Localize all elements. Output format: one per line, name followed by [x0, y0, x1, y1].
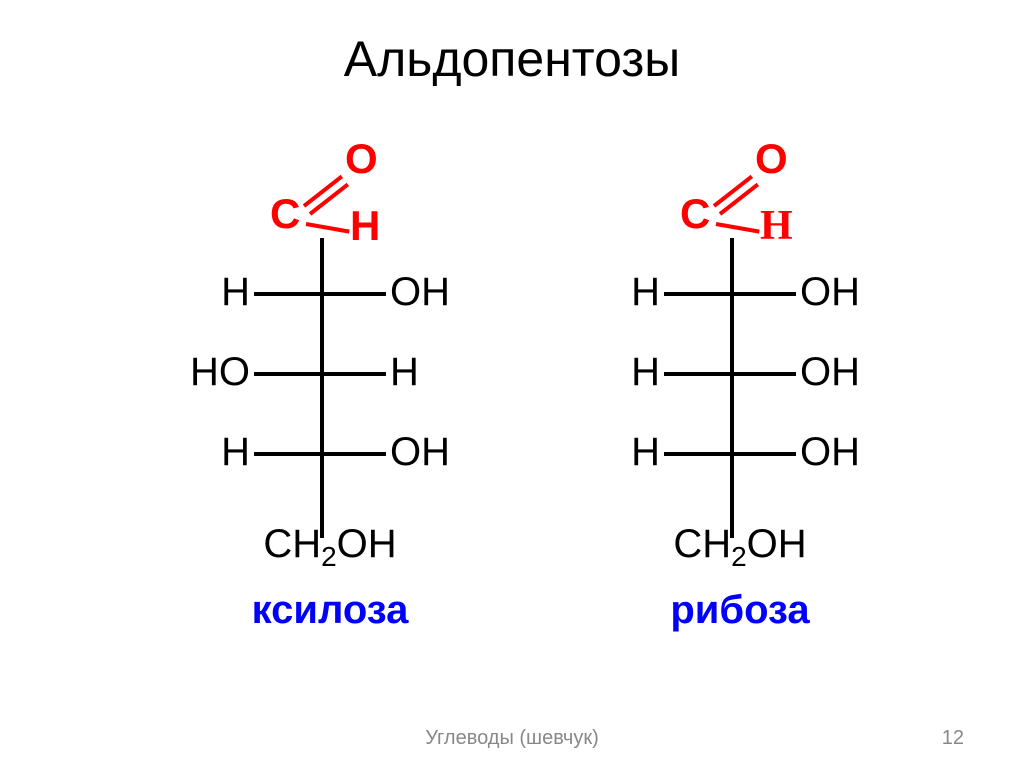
page-title: Альдопентозы: [0, 30, 1024, 88]
aldehyde-oxygen: O: [755, 135, 788, 183]
right-substituent: OH: [800, 350, 890, 395]
carbon-row: H OH: [170, 270, 490, 320]
aldehyde-hydrogen: H: [350, 202, 380, 250]
carbon-row: H OH: [580, 430, 900, 480]
horizontal-bond: [254, 452, 386, 456]
terminal-group: CH2OH: [580, 522, 900, 573]
carbon-row: H OH: [580, 350, 900, 400]
footer-text: Углеводы (шевчук): [0, 727, 1024, 750]
right-substituent: OH: [800, 270, 890, 315]
right-substituent: OH: [390, 270, 480, 315]
ch-text: CH: [263, 522, 321, 566]
oh-text: OH: [747, 522, 807, 566]
terminal-group: CH2OH: [170, 522, 490, 573]
left-substituent: H: [580, 270, 660, 315]
carbon-row: H OH: [580, 270, 900, 320]
aldehyde-hydrogen: H: [760, 202, 793, 250]
subscript: 2: [321, 541, 337, 572]
aldehyde-ch-bond: [306, 222, 350, 234]
carbon-row: H OH: [170, 430, 490, 480]
aldehyde-ch-bond: [716, 222, 760, 234]
left-substituent: H: [170, 270, 250, 315]
horizontal-bond: [664, 372, 796, 376]
left-substituent: HO: [170, 350, 250, 395]
molecule-name: ксилоза: [170, 588, 490, 633]
fischer-projection: O C H H OH H OH H OH CH2OH: [580, 140, 900, 580]
page-number: 12: [942, 727, 964, 750]
fischer-projection: O C H H OH HO H H OH CH2OH: [170, 140, 490, 580]
horizontal-bond: [254, 372, 386, 376]
left-substituent: H: [170, 430, 250, 475]
right-substituent: OH: [800, 430, 890, 475]
aldehyde-carbon: C: [680, 190, 710, 238]
horizontal-bond: [664, 452, 796, 456]
left-substituent: H: [580, 430, 660, 475]
left-substituent: H: [580, 350, 660, 395]
slide: Альдопентозы O C H H OH HO H H: [0, 0, 1024, 768]
subscript: 2: [731, 541, 747, 572]
right-substituent: OH: [390, 430, 480, 475]
carbon-row: HO H: [170, 350, 490, 400]
ch-text: CH: [673, 522, 731, 566]
molecule-xylose: O C H H OH HO H H OH CH2OH: [170, 140, 490, 633]
molecule-ribose: O C H H OH H OH H OH CH2OH: [580, 140, 900, 633]
molecule-name: рибоза: [580, 588, 900, 633]
oh-text: OH: [337, 522, 397, 566]
right-substituent: H: [390, 350, 480, 395]
horizontal-bond: [254, 292, 386, 296]
aldehyde-oxygen: O: [345, 135, 378, 183]
aldehyde-carbon: C: [270, 190, 300, 238]
horizontal-bond: [664, 292, 796, 296]
